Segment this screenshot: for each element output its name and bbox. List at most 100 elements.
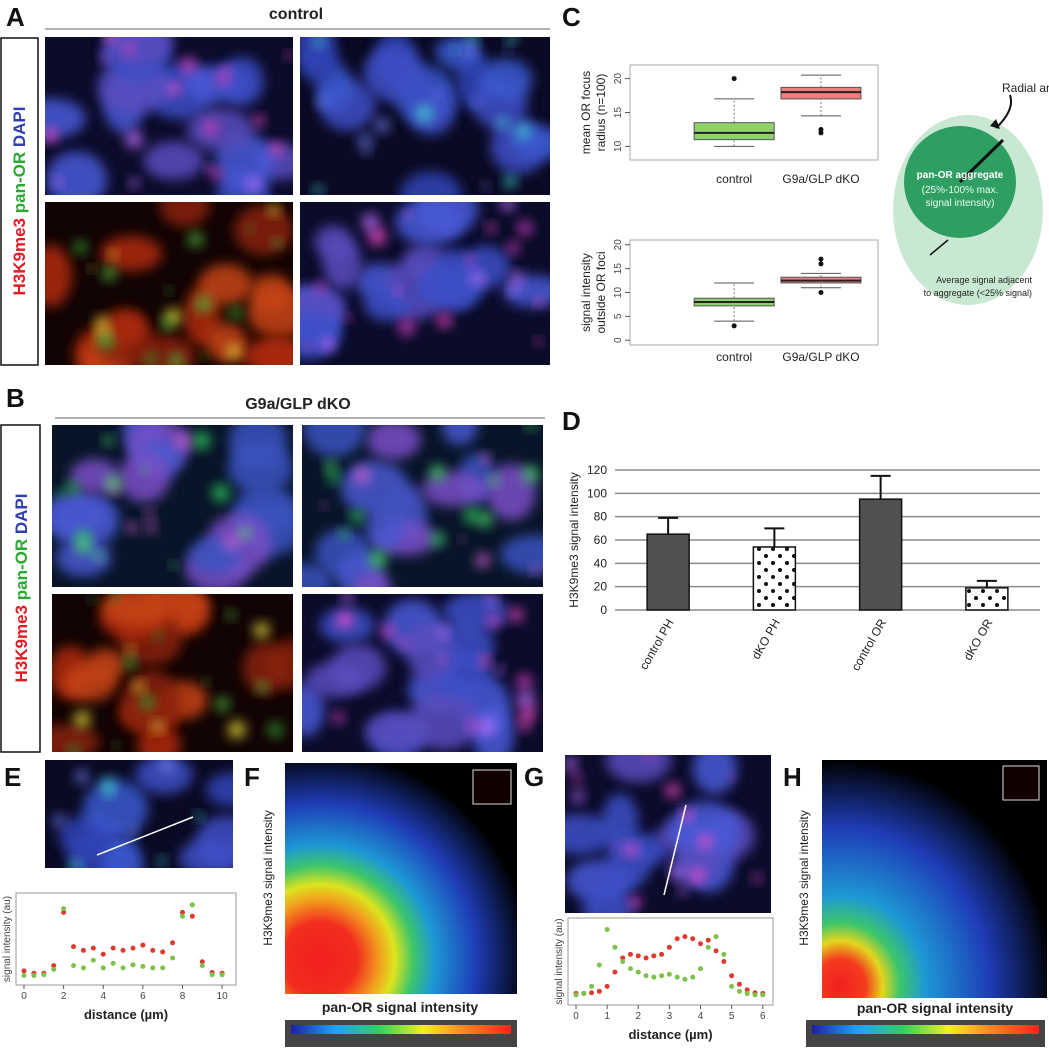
focus bbox=[519, 705, 536, 722]
nucleus bbox=[159, 202, 210, 228]
nucleus bbox=[52, 495, 108, 538]
focus bbox=[54, 488, 63, 497]
focus bbox=[228, 306, 243, 320]
focus bbox=[208, 167, 222, 181]
focus bbox=[100, 777, 116, 793]
nucleus bbox=[400, 171, 462, 195]
panel-label: G bbox=[524, 762, 544, 792]
profile-point bbox=[179, 913, 185, 919]
outlier bbox=[731, 323, 737, 329]
focus bbox=[534, 297, 544, 307]
profile-point bbox=[666, 971, 672, 977]
focus bbox=[111, 594, 120, 602]
focus bbox=[341, 594, 354, 603]
focus bbox=[270, 142, 283, 156]
panel-label: B bbox=[6, 383, 25, 413]
y-axis-label: H3K9me3 signal intensity bbox=[567, 472, 581, 607]
profile-point bbox=[179, 909, 185, 915]
profile-point bbox=[51, 963, 57, 969]
focus bbox=[180, 56, 197, 74]
focus bbox=[73, 710, 91, 728]
profile-point bbox=[729, 983, 735, 989]
bar bbox=[646, 533, 690, 611]
arrow bbox=[995, 94, 1012, 129]
focus bbox=[114, 823, 121, 831]
focus bbox=[316, 95, 328, 108]
focus bbox=[267, 722, 283, 738]
nucleus bbox=[472, 704, 515, 752]
focus bbox=[315, 281, 327, 293]
focus bbox=[488, 474, 500, 486]
focus bbox=[65, 481, 79, 495]
nucleus bbox=[105, 37, 174, 66]
focus bbox=[204, 163, 212, 171]
focus bbox=[344, 314, 353, 322]
focus bbox=[158, 760, 176, 774]
x-tick-label: 5 bbox=[729, 1011, 735, 1022]
focus bbox=[105, 475, 121, 492]
focus bbox=[485, 222, 496, 233]
nucleus bbox=[52, 724, 100, 752]
focus bbox=[565, 757, 578, 771]
focus bbox=[463, 44, 477, 57]
nucleus bbox=[135, 760, 193, 794]
focus bbox=[124, 657, 137, 670]
focus bbox=[215, 697, 230, 712]
profile-point bbox=[110, 960, 116, 966]
focus bbox=[97, 333, 115, 350]
nucleus bbox=[606, 835, 651, 889]
profile-point bbox=[80, 947, 86, 953]
focus bbox=[73, 240, 88, 255]
nucleus bbox=[692, 755, 738, 795]
focus bbox=[202, 120, 219, 136]
focus bbox=[353, 466, 371, 485]
profile-point bbox=[100, 951, 106, 957]
arrow-head bbox=[990, 119, 1000, 129]
panel-label: H bbox=[783, 762, 802, 792]
profile-point bbox=[61, 909, 67, 915]
focus bbox=[438, 626, 450, 638]
focus bbox=[69, 860, 82, 868]
profile-line bbox=[96, 816, 194, 856]
focus bbox=[357, 133, 373, 149]
micrograph bbox=[52, 594, 293, 752]
focus bbox=[93, 550, 104, 561]
category-label: control bbox=[716, 350, 752, 364]
y-tick-label: 0 bbox=[600, 603, 607, 617]
focus bbox=[534, 337, 543, 346]
profile-point bbox=[596, 988, 602, 994]
focus bbox=[415, 104, 434, 123]
y-tick-label: 60 bbox=[594, 533, 608, 547]
y-axis-label: mean OR focus bbox=[579, 71, 593, 154]
nucleus bbox=[240, 337, 293, 365]
focus bbox=[485, 594, 498, 605]
focus bbox=[144, 509, 155, 519]
panel-label: C bbox=[562, 2, 581, 32]
y-axis-label: signal intensity (au) bbox=[554, 918, 565, 1004]
profile-point bbox=[698, 966, 704, 972]
profile-point bbox=[744, 990, 750, 996]
focus bbox=[139, 694, 155, 710]
aggregate-sublabel: (25%-100% max. bbox=[922, 185, 999, 196]
focus bbox=[508, 285, 519, 295]
y-tick-label: 120 bbox=[587, 463, 607, 477]
stain-name: H3K9me3 bbox=[10, 218, 29, 296]
y-axis-label: H3K9me3 signal intensity bbox=[797, 810, 811, 945]
focus bbox=[238, 527, 251, 540]
focus bbox=[645, 755, 654, 760]
nucleus bbox=[302, 425, 366, 457]
focus bbox=[518, 719, 531, 732]
profile-point bbox=[643, 973, 649, 979]
nucleus bbox=[363, 287, 412, 322]
focus bbox=[361, 213, 379, 231]
focus bbox=[478, 717, 497, 736]
focus bbox=[368, 227, 387, 246]
focus bbox=[698, 834, 713, 849]
profile-point bbox=[736, 988, 742, 994]
radius-line bbox=[958, 138, 1005, 184]
focus bbox=[504, 45, 512, 53]
profile-point bbox=[21, 972, 27, 978]
profile-point bbox=[199, 963, 205, 969]
focus bbox=[272, 238, 282, 248]
y-axis-label: signal intensity (au) bbox=[2, 896, 13, 982]
